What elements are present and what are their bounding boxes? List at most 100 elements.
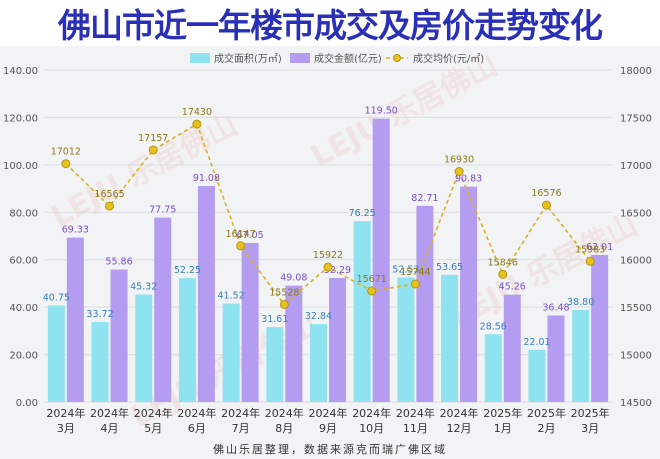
y-left-tick-label: 20.00 xyxy=(9,351,38,362)
price-data-label: 17012 xyxy=(51,147,81,158)
x-tick-label-month: 5月 xyxy=(144,422,162,435)
price-data-label: 16930 xyxy=(444,154,474,165)
x-tick-label-year: 2025年 xyxy=(527,406,566,420)
x-tick-label-year: 2024年 xyxy=(352,406,391,420)
area-data-label: 41.52 xyxy=(218,291,245,302)
bar-area xyxy=(572,309,590,402)
area-data-label: 40.75 xyxy=(43,292,70,303)
x-tick-label-month: 11月 xyxy=(403,422,428,435)
bar-area xyxy=(353,221,371,402)
area-data-label: 33.72 xyxy=(86,309,113,320)
price-point xyxy=(61,159,71,169)
bar-area xyxy=(47,305,65,402)
amount-data-label: 55.86 xyxy=(105,257,132,268)
y-left-tick-label: 140.00 xyxy=(3,66,38,77)
price-data-label: 15922 xyxy=(313,250,343,261)
source-footer: 佛山乐居整理，数据来源克而瑞广佛区域 xyxy=(213,443,447,456)
area-data-label: 53.65 xyxy=(436,262,463,273)
x-tick-label-year: 2024年 xyxy=(177,406,216,420)
legend-label-area: 成交面积(万㎡) xyxy=(214,52,282,65)
bar-amount xyxy=(547,315,565,402)
amount-data-label: 77.75 xyxy=(149,205,176,216)
bar-amount xyxy=(66,237,84,402)
area-data-label: 76.25 xyxy=(349,208,376,219)
area-data-label: 45.32 xyxy=(130,282,157,293)
amount-data-label: 82.71 xyxy=(411,193,438,204)
price-data-label: 15528 xyxy=(269,287,299,298)
area-data-label: 22.01 xyxy=(523,337,550,348)
bar-amount xyxy=(285,285,303,402)
x-tick-label-year: 2024年 xyxy=(265,406,304,420)
price-point xyxy=(105,201,115,211)
bar-area xyxy=(310,324,327,402)
bar-area xyxy=(135,294,153,402)
area-data-label: 31.61 xyxy=(261,314,288,325)
amount-data-label: 52.29 xyxy=(324,265,351,276)
bar-amount xyxy=(372,118,390,402)
amount-data-label: 49.08 xyxy=(280,273,307,284)
amount-data-label: 45.26 xyxy=(499,282,526,293)
area-data-label: 52.53 xyxy=(392,264,419,275)
bar-area xyxy=(528,349,546,402)
x-tick-label-year: 2024年 xyxy=(221,406,260,420)
chart-title: 佛山市近一年楼市成交及房价走势变化 xyxy=(58,6,603,45)
y-left-tick-label: 80.00 xyxy=(9,208,38,219)
amount-data-label: 69.33 xyxy=(62,225,89,236)
y-right-tick-label: 16500 xyxy=(620,208,652,219)
y-left-tick-label: 0.00 xyxy=(16,398,38,409)
amount-data-label: 36.48 xyxy=(542,302,569,313)
x-tick-label-month: 9月 xyxy=(319,422,337,435)
x-tick-label-month: 3月 xyxy=(581,422,599,435)
x-tick-label-year: 2024年 xyxy=(440,406,479,420)
x-tick-label-year: 2024年 xyxy=(396,406,435,420)
price-point xyxy=(192,119,202,129)
price-point xyxy=(148,145,158,155)
chart-area: LEJU 乐居佛山 LEJU 乐居佛山 LEJU 乐居佛山 LEJU 乐居佛山 … xyxy=(0,46,660,459)
x-tick-label-month: 4月 xyxy=(101,422,119,435)
area-data-label: 28.56 xyxy=(480,321,507,332)
x-tick-label-year: 2024年 xyxy=(309,406,348,420)
y-right-tick-label: 16000 xyxy=(620,256,652,267)
amount-data-label: 91.08 xyxy=(193,173,220,184)
bar-area xyxy=(178,278,196,402)
x-tick-label-year: 2025年 xyxy=(483,406,522,420)
price-point xyxy=(236,241,246,251)
bar-area xyxy=(91,322,109,402)
price-data-label: 15846 xyxy=(488,257,518,268)
bar-area xyxy=(222,303,240,402)
combo-chart: 0.00 20.00 40.00 60.00 80.00 100.00 120.00 140.… xyxy=(3,52,652,435)
x-tick-label-year: 2024年 xyxy=(134,406,173,420)
area-data-label: 38.80 xyxy=(567,297,594,308)
x-tick-label-year: 2025年 xyxy=(571,406,610,420)
price-point xyxy=(367,286,377,296)
y-right-tick-label: 17500 xyxy=(620,113,652,124)
x-tick-label-month: 3月 xyxy=(57,422,75,435)
y-left-tick-label: 120.00 xyxy=(3,113,38,124)
y-left-tick-label: 100.00 xyxy=(3,161,38,172)
y-right-tick-label: 15500 xyxy=(620,303,652,314)
x-tick-label-year: 2024年 xyxy=(90,406,129,420)
bar-amount xyxy=(460,186,478,402)
bar-area xyxy=(397,277,415,402)
area-data-label: 52.25 xyxy=(174,265,201,276)
price-point xyxy=(498,269,508,279)
x-tick-label-month: 7月 xyxy=(232,422,250,435)
bar-area xyxy=(484,334,502,402)
price-point xyxy=(541,200,551,210)
area-data-label: 32.84 xyxy=(305,311,332,322)
price-point xyxy=(585,256,595,266)
amount-data-label: 90.83 xyxy=(455,174,482,185)
price-data-label: 17430 xyxy=(182,107,212,118)
amount-data-label: 119.50 xyxy=(365,106,398,117)
price-data-label: 15671 xyxy=(357,274,387,285)
amount-data-label: 67.05 xyxy=(237,230,264,241)
bar-amount xyxy=(154,217,172,402)
x-tick-label-month: 1月 xyxy=(494,422,512,435)
bar-area xyxy=(266,327,284,402)
price-data-label: 15744 xyxy=(400,267,430,278)
x-tick-label-month: 10月 xyxy=(359,422,384,435)
price-line xyxy=(65,122,591,306)
bar-amount xyxy=(241,242,259,402)
title-bar: 佛山市近一年楼市成交及房价走势变化 xyxy=(0,0,660,52)
y-left-tick-label: 40.00 xyxy=(9,303,38,314)
